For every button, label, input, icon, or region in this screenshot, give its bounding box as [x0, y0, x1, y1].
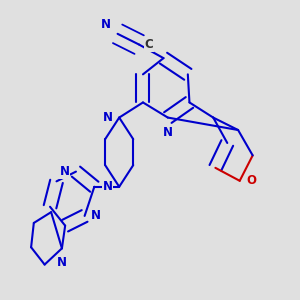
Text: N: N [101, 18, 111, 31]
Text: C: C [145, 38, 153, 51]
Text: N: N [103, 111, 113, 124]
Text: N: N [91, 209, 101, 222]
Text: N: N [163, 126, 173, 139]
Text: N: N [57, 256, 67, 269]
Text: N: N [59, 165, 70, 178]
Text: N: N [103, 180, 113, 193]
Text: O: O [246, 174, 256, 187]
